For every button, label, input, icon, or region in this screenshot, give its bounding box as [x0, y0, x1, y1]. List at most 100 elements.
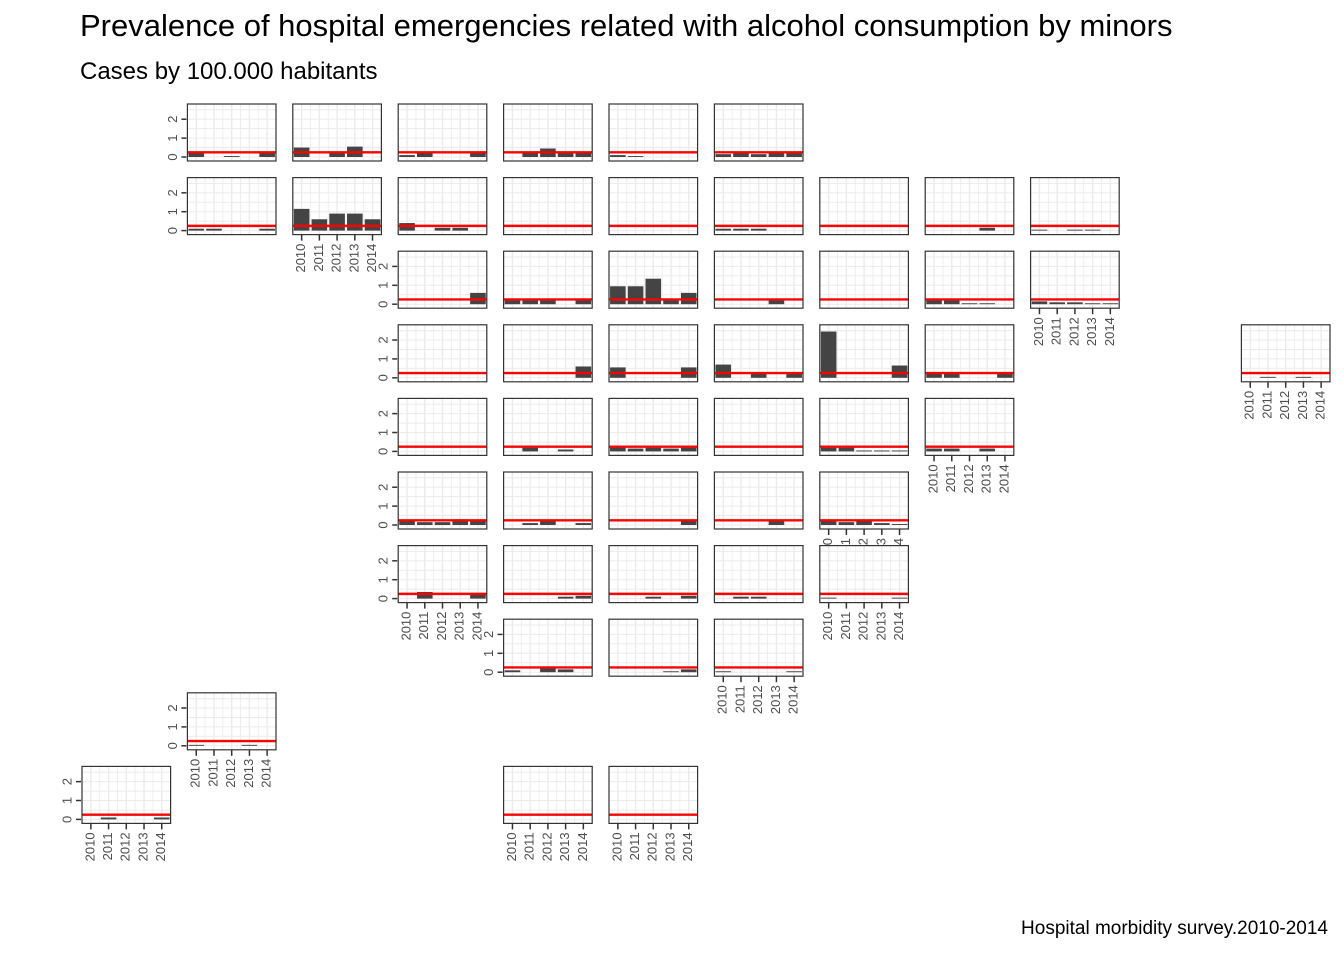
x-tick-label: 2014	[786, 685, 801, 714]
facet-panel	[503, 397, 593, 456]
y-tick-label: 1	[376, 502, 391, 509]
facet-panel	[819, 324, 909, 383]
y-tick-label: 0	[481, 669, 496, 676]
panel-border	[397, 324, 488, 383]
facet-panel	[608, 250, 699, 309]
x-tick-label: 2014	[469, 612, 484, 641]
y-tick-label: 1	[376, 576, 391, 583]
x-tick-label: 2014	[259, 759, 274, 788]
x-tick-label: 2012	[856, 612, 871, 641]
bar-2013	[663, 671, 679, 673]
x-tick-label: 2011	[1259, 391, 1274, 419]
bar-2011	[522, 298, 538, 305]
bar-2010	[188, 228, 205, 231]
facet-panel	[397, 103, 488, 162]
panel-border	[608, 397, 699, 456]
bar-2013	[557, 596, 574, 599]
bar-2011	[416, 153, 433, 157]
panel-border	[608, 177, 699, 236]
y-tick-label: 0	[376, 301, 391, 308]
x-tick-label: 2014	[996, 464, 1011, 493]
bar-2010	[715, 364, 732, 378]
x-tick-label: 2012	[434, 612, 449, 641]
bar-2012	[961, 303, 978, 305]
bar-2011	[1049, 302, 1065, 305]
bar-2012	[856, 450, 872, 452]
x-tick-label: 2010	[715, 685, 730, 714]
bar-2014	[680, 669, 697, 673]
x-tick-label: 2011	[1049, 317, 1064, 345]
x-tick-label: 2010	[504, 832, 519, 861]
facet-panel: 0 1 2 2010 2011 2012 2013 2014	[59, 765, 172, 861]
y-tick-label: 2	[376, 336, 391, 343]
x-tick-label: 2012	[750, 685, 765, 714]
facet-panel	[503, 250, 593, 309]
panel-border	[608, 618, 699, 677]
x-tick-label: 2010	[609, 832, 624, 861]
bar-2014	[680, 521, 697, 525]
facet-panel	[397, 177, 488, 236]
bar-2012	[750, 374, 767, 378]
bar-2013	[979, 303, 996, 305]
bar-2012	[540, 521, 556, 525]
panel-border	[503, 544, 593, 604]
facet-panel	[713, 177, 804, 236]
x-tick-label: 2011	[416, 612, 431, 640]
facet-panel	[713, 324, 804, 383]
bar-2014	[786, 671, 802, 673]
x-tick-label: 2011	[838, 612, 853, 640]
x-tick-label: 2011	[311, 244, 326, 272]
bar-2013	[768, 152, 785, 157]
bar-2010	[610, 286, 626, 305]
x-tick-label: 2010	[820, 612, 835, 641]
facet-panel	[713, 103, 804, 162]
bar-2011	[206, 228, 222, 231]
bar-2014	[680, 447, 697, 452]
bar-2012	[329, 213, 345, 231]
y-tick-label: 0	[376, 448, 391, 455]
bar-2010	[926, 300, 942, 305]
bar-2011	[100, 817, 117, 820]
bar-2014	[997, 374, 1013, 378]
facet-panel: 0 1 2	[165, 177, 277, 236]
y-tick-label: 0	[165, 227, 180, 234]
x-tick-label: 2012	[539, 832, 554, 861]
facet-panel	[608, 324, 699, 383]
y-tick-label: 2	[165, 704, 180, 711]
bar-2011	[627, 448, 644, 452]
bar-2014	[153, 817, 170, 820]
bar-2014	[575, 523, 592, 525]
bar-2013	[1084, 303, 1101, 305]
facet-panel	[503, 544, 593, 604]
panel-border	[503, 103, 593, 162]
bar-2013	[347, 213, 363, 231]
bar-2011	[416, 522, 433, 525]
facet-panel: 0 1 2	[376, 250, 488, 309]
bar-2010	[926, 448, 942, 452]
bar-2013	[557, 152, 574, 157]
y-tick-label: 1	[376, 429, 391, 436]
x-tick-label: 2010	[293, 244, 308, 273]
y-tick-label: 1	[165, 208, 180, 215]
y-tick-label: 1	[376, 282, 391, 289]
bar-2013	[874, 523, 890, 525]
bar-2013	[874, 450, 890, 452]
x-tick-label: 2014	[891, 612, 906, 641]
x-tick-label: 2013	[662, 832, 677, 861]
bar-2011	[838, 447, 855, 452]
panel-border	[608, 324, 699, 383]
facet-panel: 0 1 2	[481, 618, 593, 677]
x-tick-label: 2014	[153, 832, 168, 861]
chart-caption: Hospital morbidity survey.2010-2014	[1021, 918, 1328, 939]
x-tick-label: 2012	[645, 832, 660, 861]
panel-border	[713, 544, 804, 604]
bar-2014	[259, 153, 275, 157]
bar-2013	[979, 227, 996, 231]
bar-2012	[1067, 229, 1083, 231]
bar-2010	[820, 331, 837, 378]
facet-panel	[924, 250, 1015, 309]
bar-2011	[1260, 376, 1276, 378]
